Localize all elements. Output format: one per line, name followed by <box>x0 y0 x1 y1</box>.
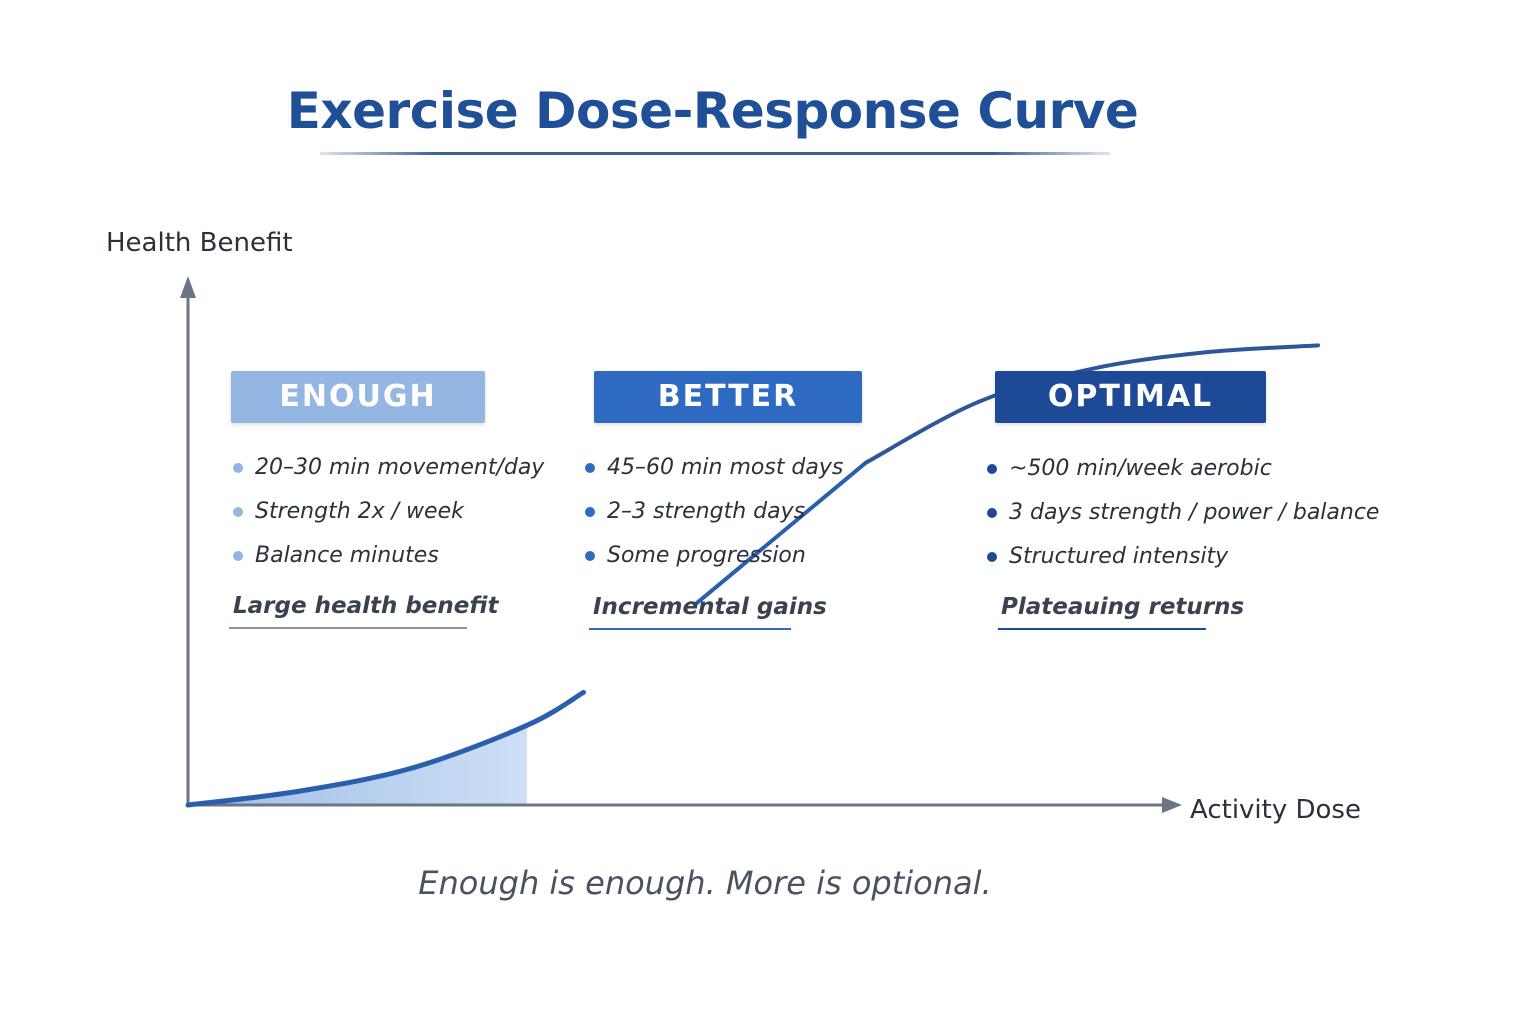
bullet-text: 45–60 min most days <box>607 455 844 480</box>
x-axis-arrow-icon <box>1162 797 1182 813</box>
bullet-dot-icon <box>987 508 997 518</box>
enough-shaded-area <box>188 725 527 805</box>
bullet-text: Balance minutes <box>255 543 439 568</box>
bullet-text: 3 days strength / power / balance <box>1009 500 1380 525</box>
enough-bullet-list: 20–30 min movement/day Strength 2x / wee… <box>233 446 544 578</box>
bullet-dot-icon <box>987 552 997 562</box>
zone-summary-better: Incremental gains <box>593 594 827 620</box>
bullet-text: 20–30 min movement/day <box>255 455 545 480</box>
bullet-dot-icon <box>987 464 997 474</box>
x-axis-label: Activity Dose <box>1190 795 1361 825</box>
bullet-dot-icon <box>585 463 595 473</box>
page-title: Exercise Dose-Response Curve <box>286 82 1139 140</box>
tagline: Enough is enough. More is optional. <box>418 864 992 902</box>
bullet-text: 2–3 strength days <box>607 499 806 524</box>
list-item: Balance minutes <box>233 534 544 578</box>
y-axis-label: Health Benefit <box>106 228 293 258</box>
zone-badge-better: BETTER <box>594 371 862 423</box>
zone-badge-optimal: OPTIMAL <box>995 371 1266 423</box>
bullet-text: Some progression <box>607 543 806 568</box>
better-bullet-list: 45–60 min most days 2–3 strength days So… <box>585 446 843 578</box>
list-item: Strength 2x / week <box>233 490 544 534</box>
optimal-bullet-list: ~500 min/week aerobic 3 days strength / … <box>987 447 1379 579</box>
summary-underline <box>229 627 467 629</box>
dose-response-curve-segment <box>694 460 868 606</box>
dose-response-curve-segment <box>185 689 586 808</box>
bullet-text: Strength 2x / week <box>255 499 464 524</box>
bullet-dot-icon <box>233 551 243 561</box>
list-item: 20–30 min movement/day <box>233 446 544 490</box>
list-item: Structured intensity <box>987 535 1379 579</box>
summary-underline <box>998 628 1206 630</box>
bullet-text: ~500 min/week aerobic <box>1009 456 1272 481</box>
zone-badge-enough: ENOUGH <box>231 371 485 423</box>
bullet-dot-icon <box>233 507 243 517</box>
list-item: ~500 min/week aerobic <box>987 447 1379 491</box>
list-item: 3 days strength / power / balance <box>987 491 1379 535</box>
list-item: 2–3 strength days <box>585 490 843 534</box>
bullet-dot-icon <box>233 463 243 473</box>
y-axis-arrow-icon <box>180 276 196 298</box>
list-item: 45–60 min most days <box>585 446 843 490</box>
summary-underline <box>589 628 791 630</box>
bullet-text: Structured intensity <box>1009 544 1229 569</box>
zone-summary-optimal: Plateauing returns <box>1001 594 1245 620</box>
zone-summary-enough: Large health benefit <box>233 593 499 619</box>
list-item: Some progression <box>585 534 843 578</box>
dose-response-curve-segment <box>864 343 1320 465</box>
title-underline <box>320 152 1110 155</box>
bullet-dot-icon <box>585 551 595 561</box>
bullet-dot-icon <box>585 507 595 517</box>
